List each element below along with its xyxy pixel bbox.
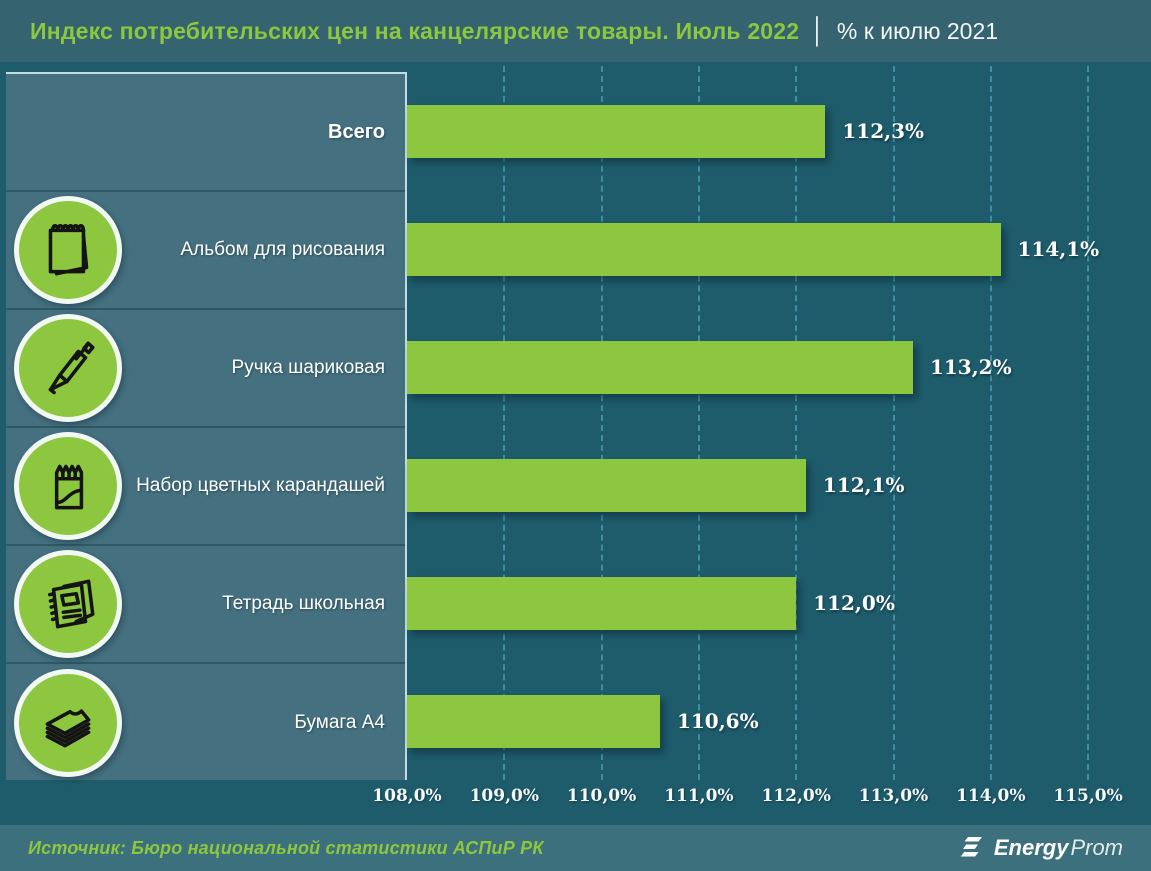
- bar: [407, 694, 660, 748]
- colored-pencils-icon: [14, 432, 122, 540]
- category-panel: Всего Альбом для рисования Ручка шариковая…: [6, 72, 407, 780]
- page-title: Индекс потребительских цен на канцелярск…: [30, 17, 800, 44]
- axis-tick-label: 110,0%: [566, 786, 637, 806]
- energyprom-logo: Energy Prom: [958, 835, 1123, 861]
- bar: [407, 576, 797, 630]
- axis-tick-label: 112,0%: [761, 786, 831, 806]
- panel-row: Бумага А4: [6, 664, 405, 782]
- gridline: [600, 66, 603, 780]
- title-separator: │: [810, 16, 826, 45]
- bar: [407, 222, 1001, 276]
- panel-row: Набор цветных карандашей: [6, 428, 405, 546]
- panel-row: Тетрадь школьная: [6, 546, 405, 664]
- bar-value-label: 114,1%: [1017, 237, 1100, 261]
- bar: [407, 104, 826, 158]
- gridline: [795, 66, 798, 780]
- bar-value-label: 112,1%: [822, 473, 905, 497]
- axis-tick-label: 113,0%: [858, 786, 929, 806]
- category-label: Бумага А4: [294, 712, 385, 734]
- category-label: Набор цветных карандашей: [136, 475, 385, 497]
- axis-tick-label: 111,0%: [664, 786, 734, 806]
- energyprom-icon: [958, 835, 988, 861]
- pen-icon: [14, 314, 122, 422]
- source-note: Источник: Бюро национальной статистики А…: [28, 837, 544, 858]
- axis-tick-label: 109,0%: [469, 786, 539, 806]
- category-label: Альбом для рисования: [180, 239, 386, 261]
- logo-text-prom: Prom: [1070, 835, 1123, 860]
- panel-row: Альбом для рисования: [6, 192, 405, 310]
- bar-value-label: 113,2%: [929, 355, 1012, 379]
- gridline: [503, 66, 506, 780]
- sketchpad-icon: [14, 196, 122, 304]
- category-label: Ручка шариковая: [231, 357, 385, 379]
- bar-value-label: 112,3%: [842, 119, 925, 143]
- page-subtitle: % к июлю 2021: [836, 17, 999, 44]
- category-label: Всего: [328, 120, 385, 143]
- panel-row: Ручка шариковая: [6, 310, 405, 428]
- panel-row: Всего: [6, 74, 405, 192]
- header: Индекс потребительских цен на канцелярск…: [0, 0, 1151, 62]
- axis-tick-label: 114,0%: [956, 786, 1026, 806]
- gridline: [697, 66, 700, 780]
- axis-tick-label: 108,0%: [372, 786, 442, 806]
- axis-tick-label: 115,0%: [1053, 786, 1123, 806]
- bar: [407, 340, 913, 394]
- notebook-icon: [14, 550, 122, 658]
- gridline: [1087, 66, 1090, 780]
- bar-value-label: 110,6%: [676, 709, 759, 733]
- bar-value-label: 112,0%: [813, 591, 895, 615]
- category-label: Тетрадь школьная: [222, 593, 385, 615]
- paper-stack-icon: [14, 669, 122, 777]
- gridline: [892, 66, 895, 780]
- bar: [407, 458, 806, 512]
- footer: Источник: Бюро национальной статистики А…: [0, 825, 1151, 871]
- logo-text-energy: Energy: [993, 835, 1069, 860]
- gridline: [989, 66, 992, 780]
- bar-chart: Всего Альбом для рисования Ручка шариковая…: [0, 62, 1151, 825]
